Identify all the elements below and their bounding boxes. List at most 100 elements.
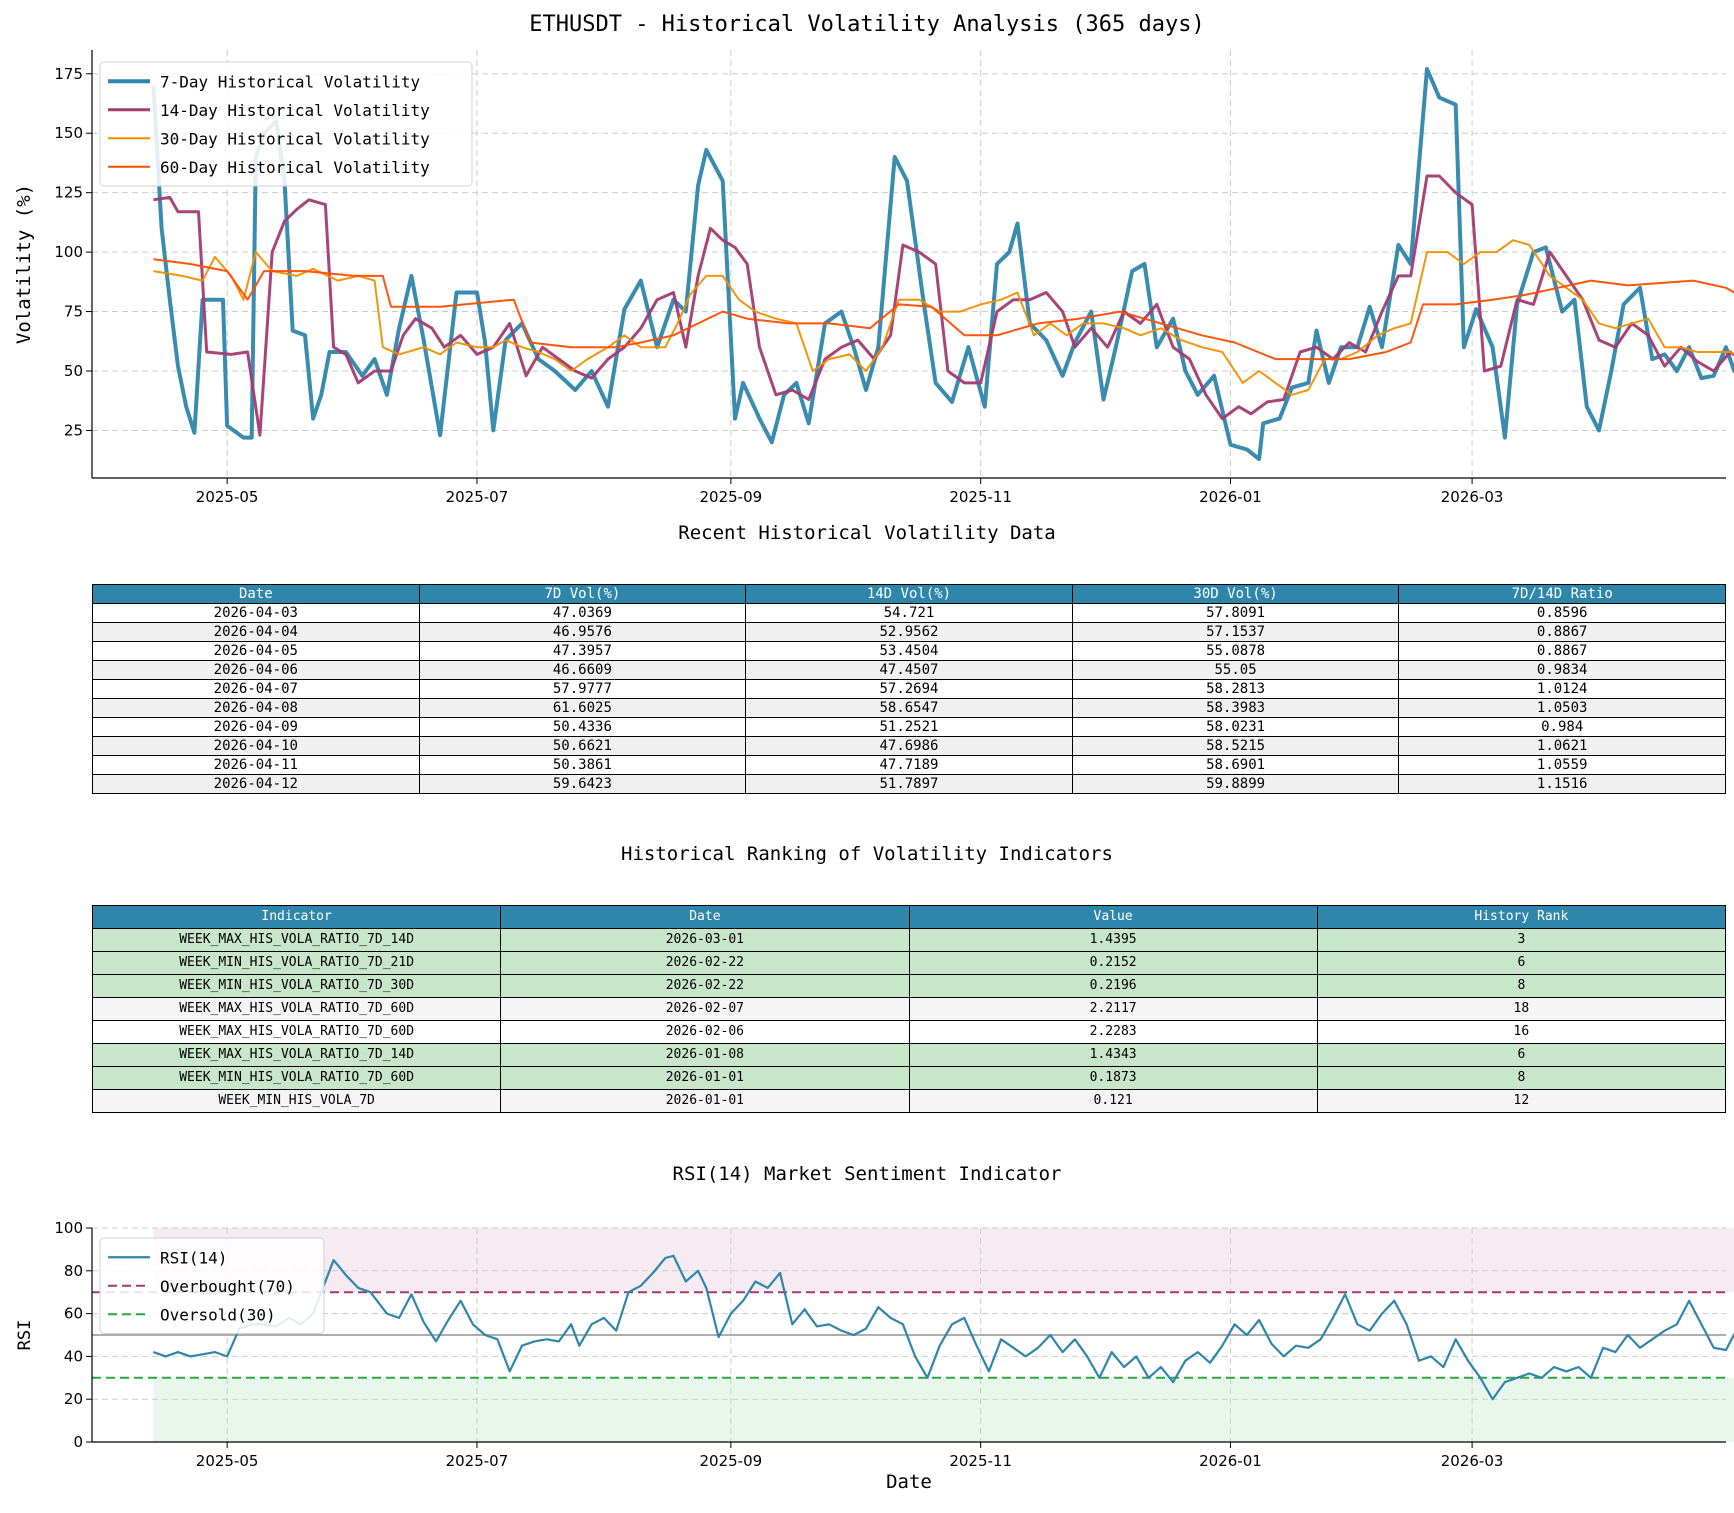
volatility-line-chart: 2025-05 2025-07 2025-09 2025-11 2026-01 2026-…	[13, 50, 1734, 506]
table-cell: 55.0878	[1071, 641, 1400, 661]
y-tick-label: 0	[73, 1433, 83, 1451]
table-cell: 16	[1316, 1020, 1727, 1044]
table-cell: 2026-04-08	[92, 698, 420, 718]
legend-box	[99, 61, 473, 187]
legend-label-1: 14-Day Historical Volatility	[160, 101, 430, 120]
table-cell: 58.5215	[1071, 736, 1400, 756]
table-cell: 0.1873	[908, 1066, 1318, 1090]
table-cell: 2026-04-03	[92, 603, 420, 623]
table-cell: 51.2521	[745, 717, 1073, 737]
table-cell: 2026-04-04	[92, 622, 420, 642]
legend-label-2: 30-Day Historical Volatility	[160, 129, 430, 148]
y-tick-label: 40	[64, 1347, 83, 1365]
table-cell: 1.4343	[908, 1043, 1318, 1067]
column-header: Indicator	[91, 905, 502, 929]
legend-label-0: RSI(14)	[160, 1248, 227, 1267]
table-row: WEEK_MIN_HIS_VOLA_RATIO_7D_21D 2026-02-22…	[91, 951, 1727, 975]
column-header: 30D Vol(%)	[1071, 584, 1400, 604]
oversold-zone	[153, 1377, 1734, 1442]
table-cell: 61.6025	[418, 698, 747, 718]
table-cell: 2.2283	[908, 1020, 1318, 1044]
x-axis-label: Date	[886, 1471, 932, 1493]
table-cell: 46.9576	[418, 622, 747, 642]
table-row: WEEK_MAX_HIS_VOLA_RATIO_7D_14D 2026-03-01…	[91, 928, 1727, 952]
y-tick-label: 50	[64, 362, 83, 380]
table-cell: 2026-04-11	[92, 755, 420, 775]
table-header-row: Date 7D Vol(%) 14D Vol(%) 30D Vol(%) 7D/14D …	[92, 584, 1726, 604]
y-tick-label: 100	[54, 1219, 83, 1237]
table-cell: 6	[1316, 1043, 1727, 1067]
table-cell: 2026-01-01	[500, 1089, 910, 1113]
table-row: WEEK_MIN_HIS_VOLA_7D 2026-01-01 0.121 12	[91, 1089, 1727, 1113]
x-tick-label: 2025-09	[700, 488, 763, 506]
column-header: 7D Vol(%)	[418, 584, 747, 604]
column-header: 14D Vol(%)	[745, 584, 1073, 604]
table-cell: 51.7897	[745, 774, 1073, 794]
column-header: Date	[92, 584, 420, 604]
rsi-chart-title: RSI(14) Market Sentiment Indicator	[672, 1163, 1062, 1185]
ranking-table: Indicator Date Value History Rank WEEK_MAX_…	[91, 905, 1727, 1113]
table-cell: 58.0231	[1071, 717, 1400, 737]
table-cell: 57.8091	[1071, 603, 1400, 623]
series-line-1	[151, 67, 1734, 461]
table-cell: 50.6621	[418, 736, 747, 756]
table-cell: 0.8596	[1398, 603, 1726, 623]
table-row: 2026-04-05 47.3957 53.4504 55.0878 0.8867	[92, 641, 1726, 661]
table-row: 2026-04-07 57.9777 57.2694 58.2813 1.0124	[92, 679, 1726, 699]
table-cell: 58.2813	[1071, 679, 1400, 699]
column-header: Value	[908, 905, 1318, 929]
x-tick-label: 2025-11	[949, 1452, 1012, 1470]
table-row: WEEK_MAX_HIS_VOLA_RATIO_7D_60D 2026-02-07…	[91, 997, 1727, 1021]
table-cell: 8	[1316, 1066, 1727, 1090]
table-row: WEEK_MAX_HIS_VOLA_RATIO_7D_14D 2026-01-08…	[91, 1043, 1727, 1067]
table-cell: 0.984	[1398, 717, 1726, 737]
table-cell: 47.3957	[418, 641, 747, 661]
table-cell: 2026-02-22	[500, 951, 910, 975]
series-line-4	[153, 258, 1734, 361]
x-tick-label: 2025-05	[196, 488, 259, 506]
table-cell: 58.3983	[1071, 698, 1400, 718]
legend-label-2: Oversold(30)	[160, 1305, 276, 1324]
overbought-zone	[153, 1228, 1734, 1293]
table-row: 2026-04-11 50.3861 47.7189 58.6901 1.0559	[92, 755, 1726, 775]
legend-box	[99, 1237, 325, 1334]
table-cell: 57.9777	[418, 679, 747, 699]
table-cell: 2026-02-22	[500, 974, 910, 998]
table-cell: 6	[1316, 951, 1727, 975]
ranking-table-title: Historical Ranking of Volatility Indicat…	[621, 843, 1113, 865]
table-row: 2026-04-04 46.9576 52.9562 57.1537 0.8867	[92, 622, 1726, 642]
table-cell: 55.05	[1071, 660, 1400, 680]
table-cell: 50.4336	[418, 717, 747, 737]
table-row: 2026-04-03 47.0369 54.721 57.8091 0.8596	[92, 603, 1726, 623]
table-cell: 2026-04-07	[92, 679, 420, 699]
y-tick-label: 100	[54, 243, 83, 261]
table-cell: 47.4507	[745, 660, 1073, 680]
y-tick-label: 150	[54, 124, 83, 142]
recent-table-title: Recent Historical Volatility Data	[678, 522, 1056, 544]
rsi-line-chart: 2025-05 2025-07 2025-09 2025-11 2026-01 2026-…	[15, 1219, 1734, 1493]
table-cell: WEEK_MIN_HIS_VOLA_7D	[91, 1089, 502, 1113]
table-cell: 2026-01-01	[500, 1066, 910, 1090]
table-row: 2026-04-10 50.6621 47.6986 58.5215 1.0621	[92, 736, 1726, 756]
legend-label-0: 7-Day Historical Volatility	[160, 72, 420, 91]
table-cell: 2026-02-06	[500, 1020, 910, 1044]
table-cell: WEEK_MAX_HIS_VOLA_RATIO_7D_60D	[91, 997, 502, 1021]
x-tick-label: 2026-01	[1199, 1452, 1262, 1470]
x-tick-label: 2025-11	[949, 488, 1012, 506]
table-cell: 47.7189	[745, 755, 1073, 775]
table-cell: 2026-03-01	[500, 928, 910, 952]
y-tick-label: 80	[64, 1262, 83, 1280]
table-row: 2026-04-09 50.4336 51.2521 58.0231 0.984	[92, 717, 1726, 737]
rsi-line	[153, 1254, 1734, 1401]
table-cell: 1.0621	[1398, 736, 1726, 756]
y-tick-label: 60	[64, 1305, 83, 1323]
series-line-2	[153, 174, 1734, 437]
table-cell: 59.6423	[418, 774, 747, 794]
x-tick-label: 2026-03	[1441, 1452, 1504, 1470]
table-cell: 2.2117	[908, 997, 1318, 1021]
table-cell: 3	[1316, 928, 1727, 952]
x-tick-label: 2025-07	[446, 488, 509, 506]
table-row: WEEK_MAX_HIS_VOLA_RATIO_7D_60D 2026-02-06…	[91, 1020, 1727, 1044]
table-cell: WEEK_MIN_HIS_VOLA_RATIO_7D_30D	[91, 974, 502, 998]
table-cell: 58.6547	[745, 698, 1073, 718]
